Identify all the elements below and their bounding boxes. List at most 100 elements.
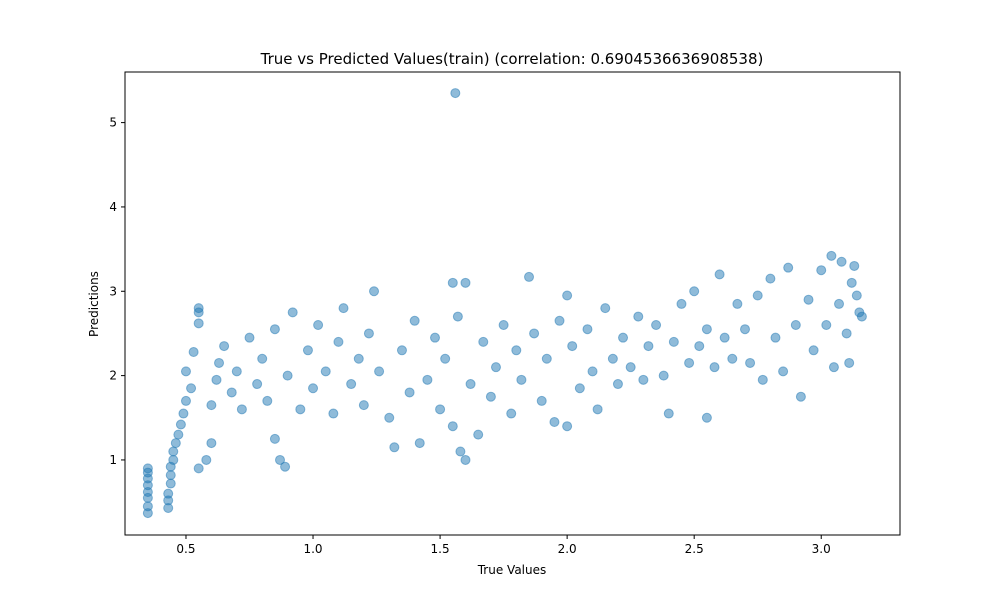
scatter-point [465,379,476,390]
scatter-point [188,346,199,357]
scatter-point [186,383,197,394]
scatter-point [353,353,364,364]
x-tick-label: 0.5 [176,542,195,556]
scatter-point [826,250,837,261]
scatter-point [740,324,750,335]
scatter-point [727,353,738,364]
scatter-point [450,88,461,99]
y-tick-label: 1 [109,453,117,467]
y-tick-label: 4 [109,200,117,214]
scatter-point [206,438,217,449]
scatter-point [280,461,291,472]
scatter-point [262,395,273,406]
scatter-point [384,412,395,423]
scatter-point [175,419,186,430]
scatter-point [226,387,237,398]
scatter-point [455,446,466,457]
scatter-point [689,286,700,297]
scatter-point [308,383,319,394]
scatter-point [658,370,669,381]
axes-layer [124,71,901,536]
scatter-point [600,303,611,314]
x-tick-label: 1.5 [431,542,450,556]
scatter-point [165,478,176,489]
scatter-point [676,298,687,309]
scatter-point [663,408,674,419]
scatter-point [374,366,385,377]
scatter-point [236,404,247,415]
scatter-point [165,470,176,481]
scatter-point [211,374,222,385]
scatter-point [846,277,857,288]
scatter-point [765,273,776,284]
scatter-point [430,332,440,343]
ticks-layer: 0.5 1.0 1.5 2.0 2.5 3.0 1 2 3 4 5 [109,116,830,556]
scatter-point [506,408,517,419]
scatter-point [821,320,832,331]
scatter-point [142,501,153,512]
scatter-point [219,341,230,352]
scatter-point [478,336,489,347]
scatter-point [435,404,446,415]
scatter-point [369,286,380,297]
scatter-point [180,395,191,406]
scatter-point [490,362,501,373]
scatter-point [346,379,357,390]
scatter-point [473,429,484,440]
scatter-point [252,379,263,390]
scatter-point [498,320,509,331]
scatter-point [257,353,268,364]
scatter-point [757,374,768,385]
scatter-point [633,311,644,322]
scatter-point [485,391,496,402]
scatter-point [816,265,827,276]
scatter-point [363,328,374,339]
scatter-point [638,374,649,385]
chart-title: True vs Predicted Values(train) (correla… [260,50,764,68]
scatter-point [231,366,242,377]
scatter-point [168,446,179,457]
scatter-point [409,315,420,326]
scatter-point [396,345,407,356]
scatter-point [783,262,794,273]
scatter-point [612,379,623,390]
scatter-point [206,400,217,411]
scatter-point [567,341,578,352]
scatter-point [193,318,204,329]
scatter-point [269,433,280,444]
scatter-point [333,336,344,347]
scatter-point [338,303,349,314]
scatter-point [790,320,801,331]
x-tick-label: 1.0 [303,542,322,556]
scatter-point [358,400,369,411]
scatter-point [536,395,547,406]
scatter-point [541,353,552,364]
scatter-point [836,256,847,267]
scatter-point [193,463,204,474]
scatter-point [851,290,862,301]
scatter-point [328,408,339,419]
scatter-point [643,341,654,352]
x-tick-label: 2.5 [685,542,704,556]
scatter-point [828,362,839,373]
scatter-point [320,366,331,377]
scatter-point [302,345,313,356]
scatter-point [684,357,695,368]
scatter-point [803,294,814,305]
scatter-point [587,366,598,377]
scatter-point [168,454,179,465]
scatter-point [709,362,720,373]
scatter-point [701,324,712,335]
scatter-point [170,438,181,449]
scatter-point [752,290,763,301]
scatter-point [287,307,298,318]
y-tick-label: 3 [109,284,117,298]
scatter-point [701,412,712,423]
plot-frame [124,71,901,536]
scatter-point [651,320,662,331]
x-tick-label: 2.0 [558,542,577,556]
scatter-point [549,416,560,427]
scatter-point [275,454,285,465]
x-axis-label: True Values [477,563,547,577]
